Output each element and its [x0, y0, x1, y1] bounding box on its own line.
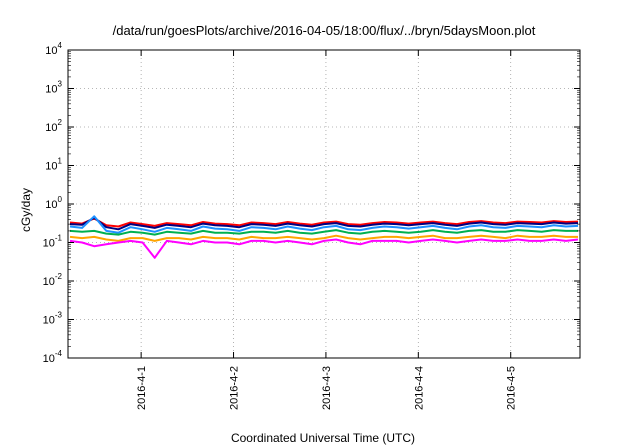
y-tick-label: 100	[45, 195, 62, 211]
x-axis-label: Coordinated Universal Time (UTC)	[231, 431, 415, 445]
y-tick-label: 10-4	[43, 349, 63, 365]
x-tick-label: 2016-4-5	[506, 366, 518, 410]
series-line-2	[69, 216, 579, 231]
series-line-3	[69, 215, 579, 234]
y-tick-label: 10-3	[43, 311, 63, 327]
y-axis-label: cGy/day	[19, 188, 33, 232]
y-tick-label: 10-2	[43, 272, 63, 288]
y-tick-label: 103	[45, 80, 62, 96]
x-tick-label: 2016-4-3	[321, 366, 333, 410]
grid	[68, 50, 580, 358]
series-line-4	[69, 229, 578, 236]
x-tick-label: 2016-4-4	[413, 366, 425, 410]
chart-title: /data/run/goesPlots/archive/2016-04-05/1…	[113, 23, 536, 38]
y-tick-label: 10-1	[43, 234, 63, 250]
x-tick-label: 2016-4-1	[136, 366, 148, 410]
series-line-1	[69, 217, 579, 228]
y-tick-label: 104	[45, 41, 62, 57]
y-tick-label: 101	[45, 157, 62, 173]
y-tick-label: 102	[45, 118, 62, 134]
series-line-5	[69, 234, 578, 242]
series-line-6	[69, 238, 579, 259]
y-ticks: 10-4 10-3 10-2 10-1 100 101 102 103 104	[43, 41, 580, 365]
x-tick-label: 2016-4-2	[229, 366, 241, 410]
x-ticks: 2016-4-1 2016-4-2 2016-4-3 2016-4-4 2016-4-5	[136, 50, 518, 410]
series-group	[69, 215, 579, 259]
